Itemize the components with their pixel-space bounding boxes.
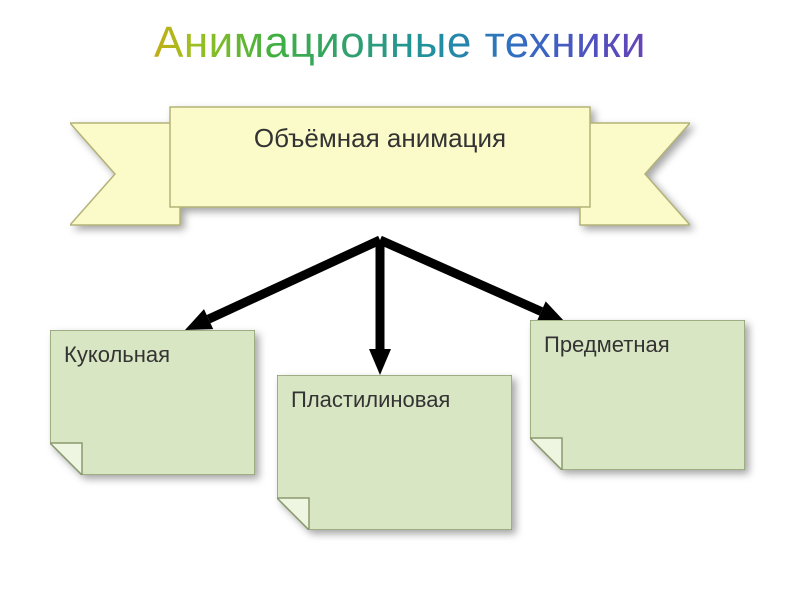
note-card: Предметная (530, 320, 745, 470)
note-label: Пластилиновая (291, 387, 450, 413)
note-card: Кукольная (50, 330, 255, 475)
note-label: Предметная (544, 332, 670, 358)
note-label: Кукольная (64, 342, 170, 368)
note-card: Пластилиновая (277, 375, 512, 530)
